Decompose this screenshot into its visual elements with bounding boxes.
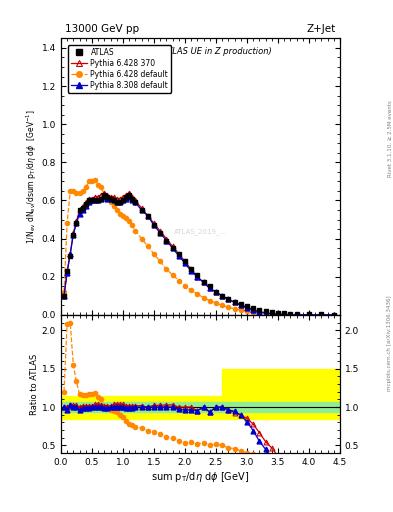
Text: ATLAS_2019_...: ATLAS_2019_... — [174, 228, 227, 236]
Legend: ATLAS, Pythia 6.428 370, Pythia 6.428 default, Pythia 8.308 default: ATLAS, Pythia 6.428 370, Pythia 6.428 de… — [68, 45, 171, 93]
Y-axis label: Ratio to ATLAS: Ratio to ATLAS — [30, 353, 39, 415]
Text: Z+Jet: Z+Jet — [307, 24, 336, 34]
Y-axis label: 1/N$_{\rm ev}$ dN$_{\rm ev}$/dsum p$_{\rm T}$/d$\eta$ d$\phi$  [GeV$^{-1}$]: 1/N$_{\rm ev}$ dN$_{\rm ev}$/dsum p$_{\r… — [24, 109, 39, 244]
Text: 13000 GeV pp: 13000 GeV pp — [65, 24, 139, 34]
Text: mcplots.cern.ch [arXiv:1306.3436]: mcplots.cern.ch [arXiv:1306.3436] — [387, 295, 392, 391]
Text: Rivet 3.1.10, ≥ 2.5M events: Rivet 3.1.10, ≥ 2.5M events — [387, 100, 392, 177]
Text: Nch (ATLAS UE in Z production): Nch (ATLAS UE in Z production) — [140, 47, 272, 56]
X-axis label: sum p$_{\rm T}$/d$\eta$ d$\phi$ [GeV]: sum p$_{\rm T}$/d$\eta$ d$\phi$ [GeV] — [151, 470, 250, 484]
